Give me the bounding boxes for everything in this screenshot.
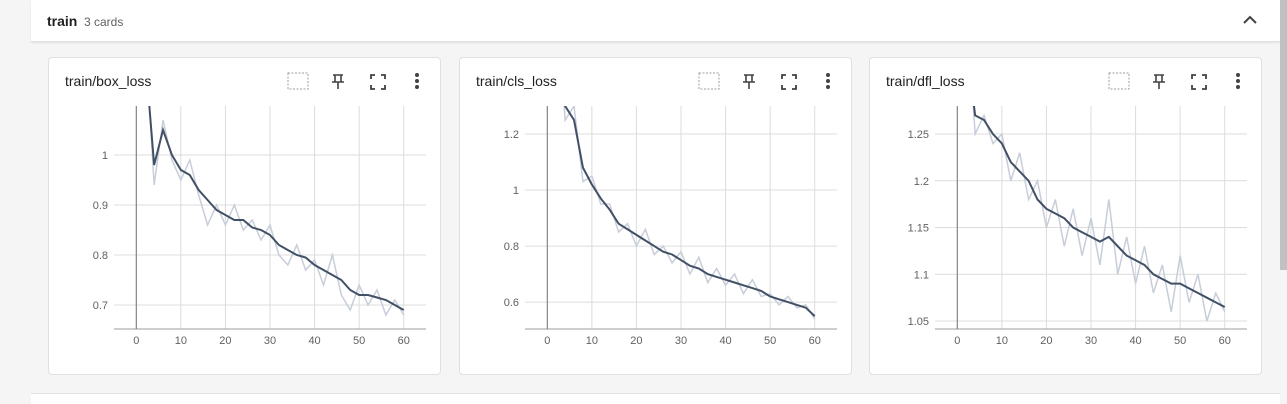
x-tick-label: 50 [353,335,365,347]
x-tick-label: 60 [398,335,410,347]
chart: train/cls_loss 0.6 0.8 1 1.2 0 10 20 30 40 50 60 [476,72,837,347]
fullscreen-button[interactable] [781,74,797,90]
y-tick-label: 1 [102,150,108,162]
fit-button[interactable] [287,72,309,90]
card-title: train/cls_loss [476,73,557,89]
menu-button[interactable] [1236,85,1240,89]
menu-button[interactable] [1236,73,1240,77]
pin-button[interactable] [743,74,755,89]
y-tick-label: 0.6 [504,297,519,309]
x-tick-label: 40 [1129,335,1141,347]
scrollbar[interactable] [1280,0,1287,270]
y-tick-label: 1.25 [908,129,929,141]
x-tick-label: 0 [133,335,139,347]
series-line [148,106,405,311]
y-tick-label: 0.8 [93,250,108,262]
y-tick-label: 0.7 [93,300,108,312]
menu-button[interactable] [415,79,419,83]
fullscreen-button[interactable] [370,74,386,90]
next-section [31,393,1280,404]
chart-card: train/box_loss 0.7 0.8 0.9 1 0 10 20 30 40 50 60 [48,57,441,375]
x-tick-label: 30 [1085,335,1097,347]
fit-button[interactable] [698,72,720,90]
series-line [972,106,1226,308]
y-tick-label: 0.8 [504,241,519,253]
section-header: train 3 cards [31,0,1280,42]
x-tick-label: 10 [175,335,187,347]
chart-card: train/dfl_loss 1.05 1.1 1.15 1.2 1.25 0 10 20 30 4… [869,57,1262,375]
y-tick-label: 1.2 [914,176,929,188]
x-tick-label: 40 [719,335,731,347]
y-tick-label: 0.9 [93,200,108,212]
section-title: train [47,13,78,29]
y-tick-label: 1 [513,185,519,197]
menu-button[interactable] [826,73,830,77]
x-tick-label: 50 [764,335,776,347]
y-tick-label: 1.1 [914,269,929,281]
chart-card: train/cls_loss 0.6 0.8 1 1.2 0 10 20 30 40 50 60 [459,57,852,375]
x-tick-label: 10 [996,335,1008,347]
x-tick-label: 20 [1040,335,1052,347]
x-tick-label: 50 [1174,335,1186,347]
pin-button[interactable] [1153,74,1165,89]
x-tick-label: 30 [675,335,687,347]
y-tick-label: 1.2 [504,129,519,141]
fullscreen-button[interactable] [1191,74,1207,90]
y-tick-label: 1.15 [908,223,929,235]
x-tick-label: 10 [586,335,598,347]
card-count: 3 cards [84,15,124,29]
card-title: train/box_loss [65,73,151,89]
chart: train/dfl_loss 1.05 1.1 1.15 1.2 1.25 0 10 20 30 4… [886,72,1247,347]
x-tick-label: 40 [308,335,320,347]
x-tick-label: 0 [954,335,960,347]
series-line [972,106,1226,322]
x-tick-label: 30 [264,335,276,347]
menu-button[interactable] [415,85,419,89]
series-line [564,106,816,317]
series-line [148,106,405,317]
x-tick-label: 60 [809,335,821,347]
menu-button[interactable] [1236,79,1240,83]
x-tick-label: 60 [1219,335,1231,347]
x-tick-label: 0 [544,335,550,347]
fit-button[interactable] [1108,72,1130,90]
card-title: train/dfl_loss [886,73,965,89]
pin-button[interactable] [332,74,344,89]
x-tick-label: 20 [219,335,231,347]
menu-button[interactable] [415,73,419,77]
collapse-button[interactable] [1243,15,1257,25]
x-tick-label: 20 [630,335,642,347]
menu-button[interactable] [826,79,830,83]
y-tick-label: 1.05 [908,316,929,328]
menu-button[interactable] [826,85,830,89]
